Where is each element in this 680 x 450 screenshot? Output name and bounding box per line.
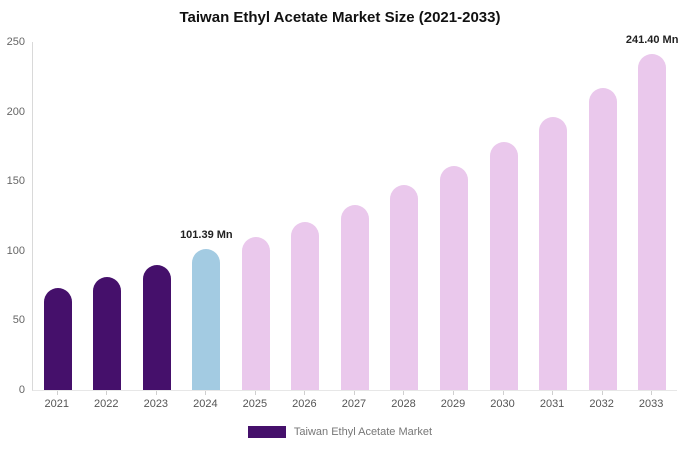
bar-slot-2029 (429, 42, 479, 390)
y-axis-label-50: 50 (12, 314, 25, 327)
bar-2028[interactable] (390, 185, 419, 390)
bar-slot-2023 (132, 42, 182, 390)
y-axis-label-250: 250 (6, 36, 25, 48)
bar-slot-2027 (330, 42, 380, 390)
bar-2029[interactable] (440, 165, 469, 390)
axis-tick (552, 391, 554, 395)
bar-2025[interactable] (241, 236, 270, 390)
axis-tick (453, 391, 455, 395)
axis-tick (205, 391, 207, 395)
bar-slot-2030 (479, 42, 529, 390)
axis-tick (353, 391, 355, 395)
bar-2032[interactable] (588, 87, 617, 390)
y-axis-label-100: 100 (6, 244, 25, 257)
bar-slot-2031 (528, 42, 578, 390)
x-axis: 2021 2022 2023 2024 2025 2026 2027 2028 2029 2030… (32, 391, 676, 410)
axis-tick (502, 391, 504, 395)
x-axis-label-2028: 2028 (379, 391, 429, 410)
bar-2023[interactable] (142, 264, 171, 390)
legend[interactable]: Taiwan Ethyl Acetate Market (0, 426, 680, 438)
axis-tick (651, 391, 653, 395)
axis-tick (56, 391, 58, 395)
plot-area: 101.39 Mn 241.40 Mn (32, 34, 678, 391)
axis-tick (155, 391, 157, 395)
x-axis-label-2021: 2021 (32, 391, 82, 410)
bar-slot-2021 (33, 42, 83, 390)
legend-swatch (247, 426, 286, 438)
bar-slot-2033: 241.40 Mn (626, 34, 678, 390)
bar-slot-2032 (578, 42, 628, 390)
y-axis-label-150: 150 (6, 175, 25, 188)
axis-tick (106, 391, 108, 395)
x-axis-label-2023: 2023 (131, 391, 181, 410)
data-label-2024: 101.39 Mn (180, 228, 233, 241)
x-axis-label-2026: 2026 (280, 391, 330, 410)
x-axis-label-2032: 2032 (577, 391, 627, 410)
bar-slot-2026 (281, 42, 331, 390)
bar-2027[interactable] (340, 204, 369, 390)
x-axis-label-2025: 2025 (230, 391, 280, 410)
x-axis-label-2022: 2022 (82, 391, 132, 410)
y-axis: 0 50 100 150 200 250 (0, 36, 28, 396)
bar-slot-2024: 101.39 Mn (180, 42, 233, 390)
x-axis-label-2027: 2027 (329, 391, 379, 410)
bar-2024[interactable] (192, 248, 221, 390)
y-axis-label-0: 0 (18, 384, 25, 396)
bar-2022[interactable] (93, 277, 122, 390)
axis-tick (601, 391, 603, 395)
x-axis-label-2029: 2029 (428, 391, 478, 410)
x-axis-label-2024: 2024 (181, 391, 231, 410)
bar-slot-2022 (83, 42, 133, 390)
x-axis-label-2031: 2031 (527, 391, 577, 410)
bar-2033[interactable] (638, 53, 667, 390)
x-axis-label-2030: 2030 (478, 391, 528, 410)
axis-tick (304, 391, 306, 395)
bar-slot-2025 (231, 42, 281, 390)
axis-tick (403, 391, 405, 395)
bar-2031[interactable] (539, 117, 568, 390)
x-axis-label-2033: 2033 (626, 391, 676, 410)
bar-2030[interactable] (489, 142, 518, 390)
bar-2021[interactable] (43, 288, 72, 390)
axis-tick (254, 391, 256, 395)
data-label-2033: 241.40 Mn (625, 33, 679, 46)
bar-2026[interactable] (291, 221, 320, 390)
legend-label: Taiwan Ethyl Acetate Market (293, 426, 433, 438)
y-axis-label-200: 200 (6, 105, 25, 118)
bar-slot-2028 (380, 42, 430, 390)
chart-title: Taiwan Ethyl Acetate Market Size (2021-2… (179, 9, 501, 26)
